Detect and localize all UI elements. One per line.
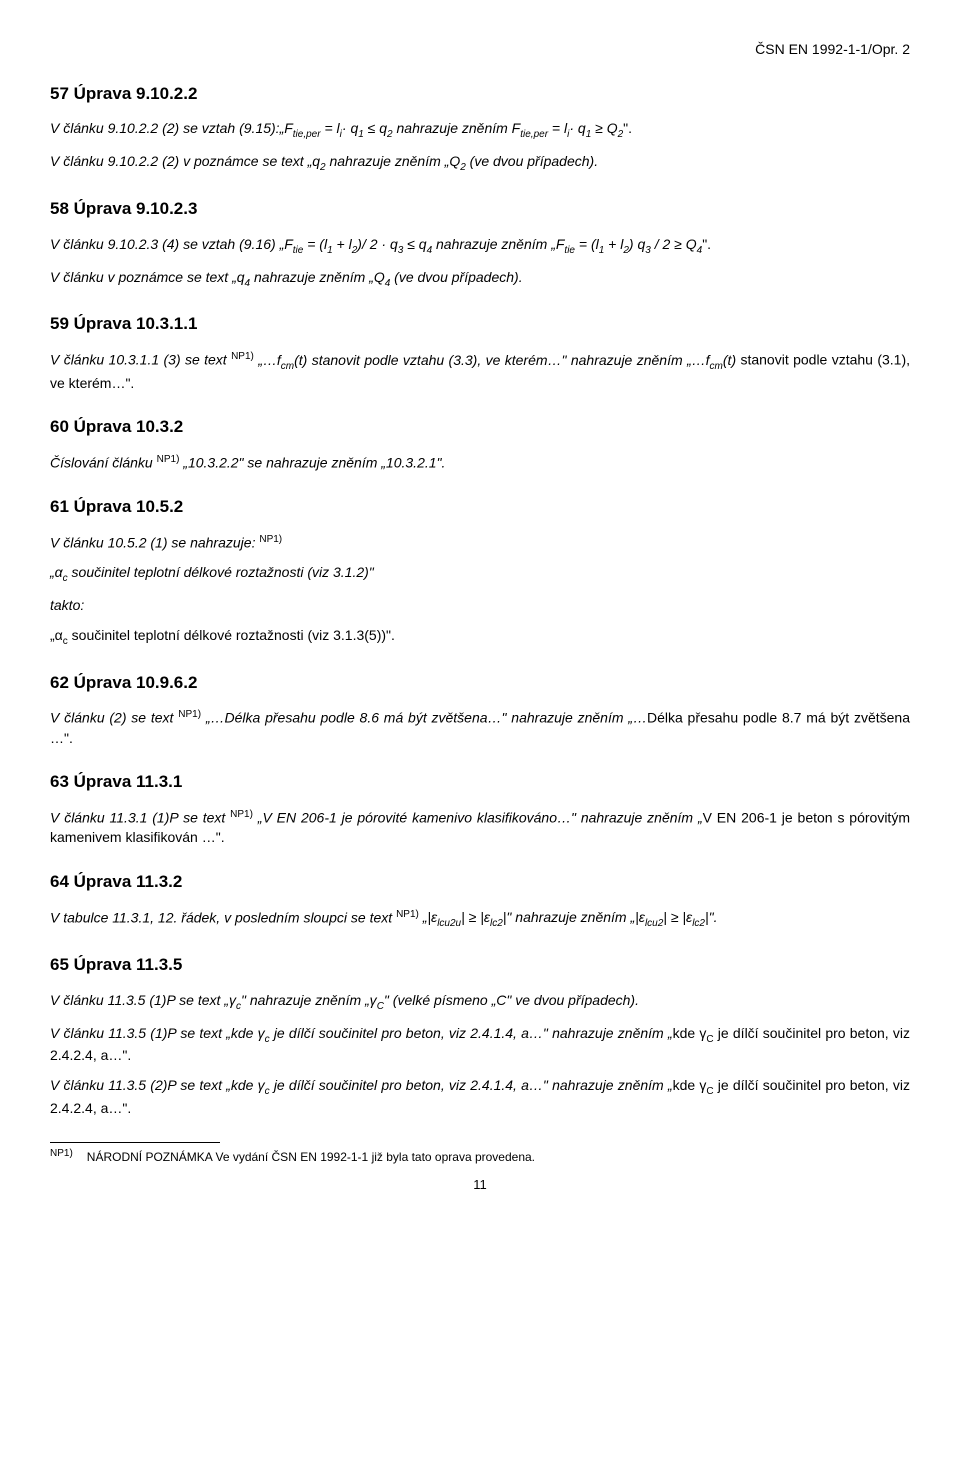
s59-p1: V článku 10.3.1.1 (3) se text NP1) „…fcm… <box>50 350 910 393</box>
s60-p1: Číslování článku NP1) „10.3.2.2" se nahr… <box>50 453 910 473</box>
footnote-rule <box>50 1142 220 1143</box>
s65-p3: V článku 11.3.5 (2)P se text „kde γc je … <box>50 1076 910 1118</box>
heading-62: 62 Úprava 10.9.6.2 <box>50 671 910 695</box>
s61-p1: V článku 10.5.2 (1) se nahrazuje: NP1) <box>50 533 910 553</box>
heading-64: 64 Úprava 11.3.2 <box>50 870 910 894</box>
heading-60: 60 Úprava 10.3.2 <box>50 415 910 439</box>
footnote: NP1)NÁRODNÍ POZNÁMKA Ve vydání ČSN EN 19… <box>50 1147 910 1166</box>
heading-65: 65 Úprava 11.3.5 <box>50 953 910 977</box>
heading-61: 61 Úprava 10.5.2 <box>50 495 910 519</box>
heading-59: 59 Úprava 10.3.1.1 <box>50 312 910 336</box>
s61-p3: takto: <box>50 596 910 616</box>
s58-p1: V článku 9.10.2.3 (4) se vztah (9.16) „F… <box>50 235 910 258</box>
s65-p2: V článku 11.3.5 (1)P se text „kde γc je … <box>50 1024 910 1066</box>
s62-p1: V článku (2) se text NP1) „…Délka přesah… <box>50 708 910 748</box>
s61-p2: „αc součinitel teplotní délkové roztažno… <box>50 563 910 586</box>
page-number: 11 <box>50 1176 910 1194</box>
s61-p4: „αc součinitel teplotní délkové roztažno… <box>50 626 910 649</box>
s57-p1: V článku 9.10.2.2 (2) se vztah (9.15):„F… <box>50 119 910 142</box>
doc-reference: ČSN EN 1992-1-1/Opr. 2 <box>50 40 910 60</box>
heading-57: 57 Úprava 9.10.2.2 <box>50 82 910 106</box>
s58-p2: V článku v poznámce se text „q4 nahrazuj… <box>50 268 910 291</box>
s63-p1: V článku 11.3.1 (1)P se text NP1) „V EN … <box>50 808 910 848</box>
s64-p1: V tabulce 11.3.1, 12. řádek, v posledním… <box>50 908 910 931</box>
heading-58: 58 Úprava 9.10.2.3 <box>50 197 910 221</box>
s57-p2: V článku 9.10.2.2 (2) v poznámce se text… <box>50 152 910 175</box>
heading-63: 63 Úprava 11.3.1 <box>50 770 910 794</box>
s65-p1: V článku 11.3.5 (1)P se text „γc" nahraz… <box>50 991 910 1014</box>
